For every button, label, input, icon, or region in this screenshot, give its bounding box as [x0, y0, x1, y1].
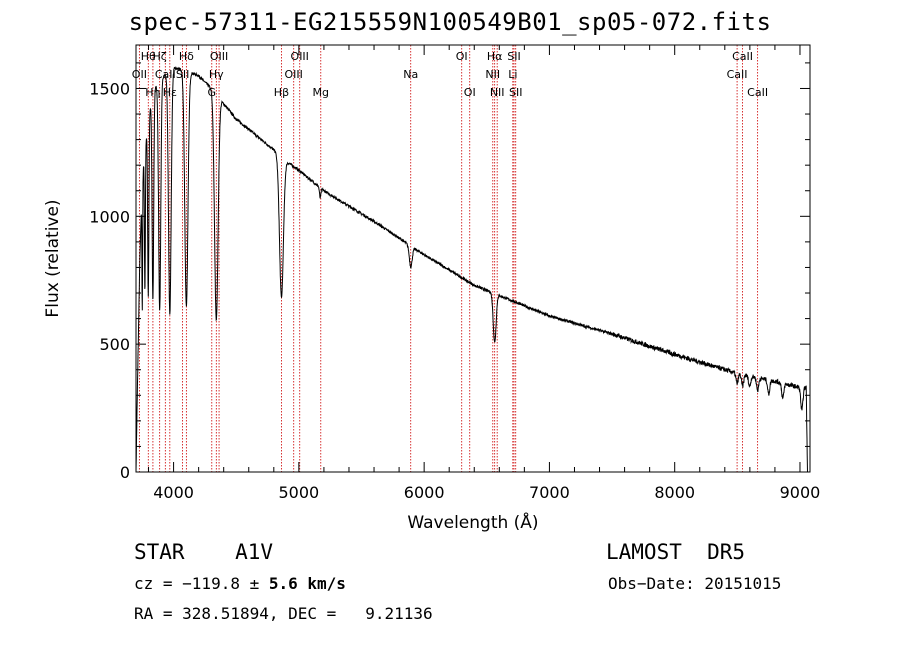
cz-value: 5.6 km/s [268, 574, 346, 593]
marker-label: Hε [163, 86, 177, 99]
marker-label: OI [456, 50, 468, 63]
x-axis-label: Wavelength (Å) [407, 511, 538, 533]
y-tick-label: 1500 [89, 79, 130, 98]
marker-label: Mg [313, 86, 329, 99]
marker-label: Na [403, 68, 418, 81]
spectrum-line [135, 66, 808, 473]
x-tick-label: 4000 [153, 483, 194, 502]
x-tick-label: 8000 [654, 483, 695, 502]
marker-label: CaII [727, 68, 748, 81]
obs-date: Obs−Date: 20151015 [608, 574, 782, 593]
y-tick-label: 1000 [89, 207, 130, 226]
y-tick-label: 0 [120, 463, 130, 482]
chart-title: spec-57311-EG215559N100549B01_sp05-072.f… [128, 8, 772, 36]
marker-label: SII [507, 50, 520, 63]
marker-label: OII [132, 68, 147, 81]
marker-label: OIII [285, 68, 303, 81]
marker-label: SII [176, 68, 189, 81]
class-label: STAR A1V [134, 540, 274, 564]
marker-label: Li [508, 68, 517, 81]
marker-label: Hθ [141, 50, 156, 63]
marker-label: CaII [747, 86, 768, 99]
x-axis-ticks: 4000 5000 6000 7000 8000 9000 [148, 45, 821, 502]
x-tick-label: 7000 [529, 483, 570, 502]
marker-label: Hα [487, 50, 503, 63]
y-tick-label: 500 [99, 335, 130, 354]
y-axis-ticks: 0 500 1000 1500 [89, 62, 810, 482]
x-tick-label: 6000 [404, 483, 445, 502]
y-axis-label: Flux (relative) [43, 199, 63, 317]
coordinates: RA = 328.51894, DEC = 9.21136 [134, 604, 433, 623]
cz-prefix: cz = −119.8 ± [134, 574, 269, 593]
marker-label: Hγ [209, 68, 224, 81]
marker-label: OIII [210, 50, 228, 63]
survey-label: LAMOST DR5 [606, 540, 746, 564]
marker-label: Hδ [179, 50, 194, 63]
plot-frame [135, 44, 811, 473]
marker-label: NII [490, 86, 505, 99]
redshift-text: cz = −119.8 ± 5.6 km/s [134, 574, 346, 593]
emission-line-markers [138, 45, 759, 472]
marker-label: Hζ [153, 50, 167, 63]
marker-label: SII [509, 86, 522, 99]
x-tick-label: 9000 [780, 483, 821, 502]
marker-label: CaII [732, 50, 753, 63]
marker-label: OI [464, 86, 476, 99]
marker-label: Hβ [274, 86, 289, 99]
marker-label: NII [485, 68, 500, 81]
marker-label: OIII [291, 50, 309, 63]
x-tick-label: 5000 [279, 483, 320, 502]
marker-label: Hη [145, 86, 160, 99]
